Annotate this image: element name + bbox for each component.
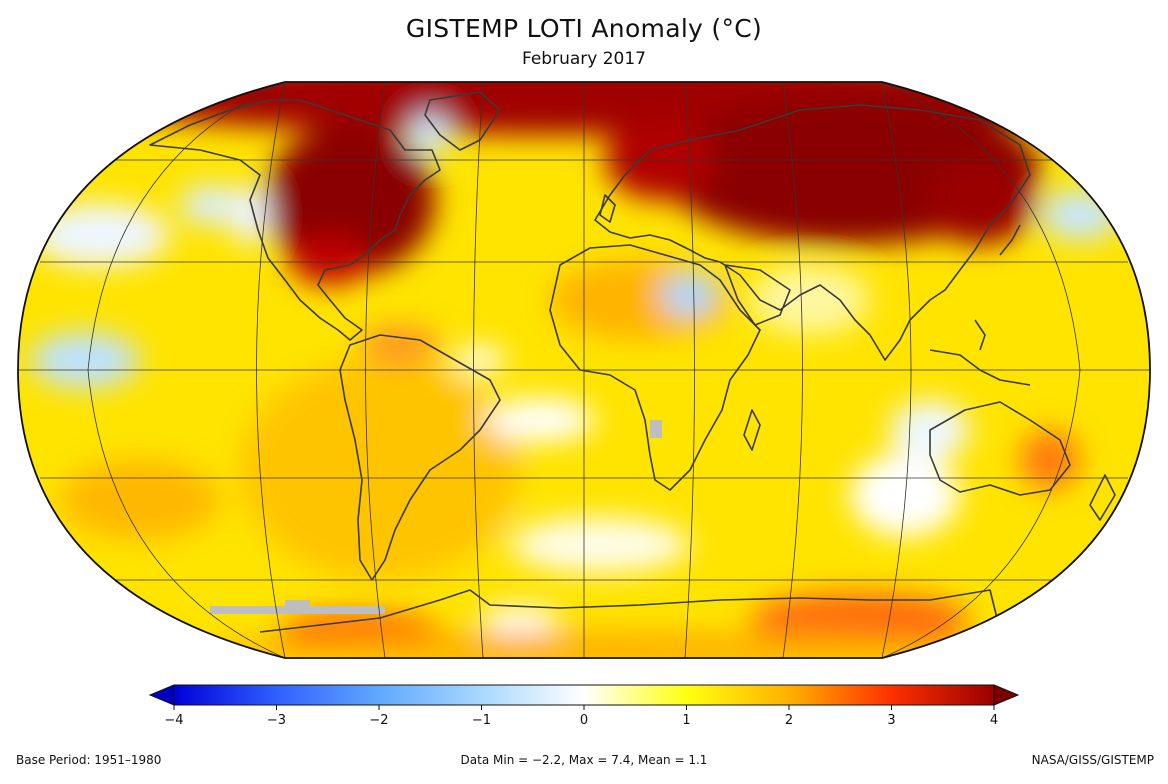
colorbar-tick-label: 0 [580,713,588,728]
colorbar-tick-label: 3 [887,713,895,728]
map-title: GISTEMP LOTI Anomaly (°C) [405,14,763,43]
coast-new-zealand [1089,474,1116,521]
coast-greenland [424,91,501,151]
meridian-60w [365,82,386,658]
meridian-30e [684,82,695,658]
colorbar: −4 −3 −2 −1 0 1 2 3 4 [148,684,1020,728]
missing-data-patch [285,600,310,608]
meridian-120e [881,82,1081,658]
globe-outline [17,81,1151,659]
map-subtitle: February 2017 [522,49,646,69]
colorbar-high-arrow [993,684,1020,706]
data-stats-label: Data Min = −2.2, Max = 7.4, Mean = 1.1 [460,753,708,767]
coast-north-america [149,99,441,341]
colorbar-low-arrow [148,684,175,706]
colorbar-gradient [174,685,994,705]
coast-indonesia [929,349,1031,386]
missing-data-patch [650,420,662,438]
colorbar-tick-label: 1 [682,713,690,728]
colorbar-tick-label: −2 [369,713,388,728]
colorbar-ticks: −4 −3 −2 −1 0 1 2 3 4 [164,705,998,728]
colorbar-tick-label: 4 [990,713,998,728]
coast-australia [929,401,1071,496]
colorbar-tick-label: 2 [785,713,793,728]
coast-antarctica [259,589,1001,633]
coast-arabia [724,264,791,326]
source-label: NASA/GISS/GISTEMP [1031,753,1154,767]
coast-philippines [974,319,986,351]
coast-uk [599,194,616,223]
colorbar-tick-label: −3 [267,713,286,728]
base-period-label: Base Period: 1951–1980 [16,753,162,767]
coast-madagascar [743,409,761,451]
meridian-60e [782,82,803,658]
meridian-90e [881,82,912,658]
coast-japan [999,224,1021,256]
colorbar-tick-label: −1 [472,713,491,728]
coast-africa [549,244,761,491]
meridian-90w [256,82,286,658]
missing-data-patch [210,606,385,614]
coast-south-america [339,334,501,581]
coastlines [149,91,1116,633]
meridian-120w [87,82,286,658]
coast-eurasia [594,104,1031,361]
colorbar-tick-label: −4 [164,713,183,728]
